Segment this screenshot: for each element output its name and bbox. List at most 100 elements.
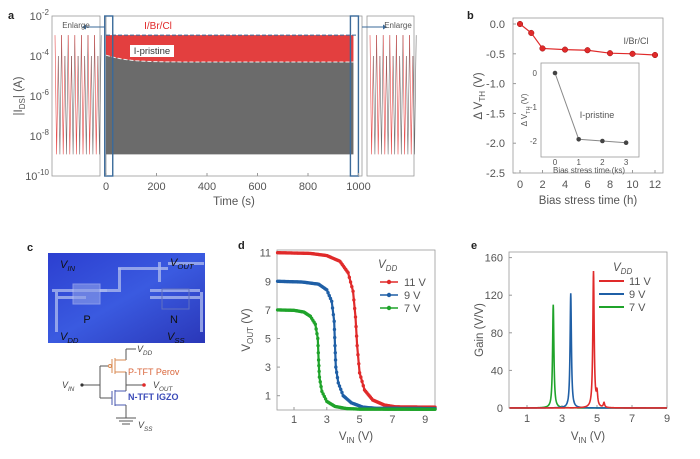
y-axis-label-main: Δ V [473,101,485,119]
oscillation-trace [402,35,407,155]
circuit-label-vdd-sub: DD [143,350,153,357]
plot-frame [508,251,668,409]
series-line-ibrcl [519,23,656,56]
inset-x-tick-label: 1 [576,158,581,167]
data-point [335,375,340,380]
oscillation-trace [74,35,79,155]
inset-y-axis-label-sub: TH [526,106,532,113]
data-point [317,363,321,368]
data-point [317,369,321,374]
metal-trace [118,268,121,292]
vin-terminal [80,383,84,387]
data-point [330,299,334,304]
oscillation-trace [87,35,92,155]
data-point [334,365,338,369]
y-tick-label: -0.5 [486,49,505,61]
oscillation-trace [376,35,381,155]
x-tick-label: 3 [559,413,565,425]
photo-label-vdd-main: V [60,331,69,343]
circuit-label-vdd-main: V [137,344,144,354]
y-axis-label-sub: OUT [246,327,255,344]
x-axis-label-tail: (V) [355,431,374,443]
photo-label-p: P [83,314,90,326]
oscillation-trace [389,35,394,155]
data-point [317,375,322,379]
oscillation-trace [369,35,374,155]
series-label-ibrcl: I/Br/Cl [623,36,648,46]
data-point [356,353,360,357]
data-point [316,343,320,348]
data-point [316,351,321,355]
data-point-ibrcl [584,47,591,54]
data-point [357,371,362,375]
oscillation-trace [54,35,59,155]
inset-x-axis-label: Bias stress time (ks) [553,166,625,175]
x-tick-label: 5 [594,413,600,425]
inset-x-tick-label: 0 [553,158,558,167]
photo-label-vss-main: V [167,331,176,343]
x-tick-label: 1000 [346,181,370,193]
x-axis-label-sub: IN [347,436,355,445]
y-tick-label: 10-10 [25,168,49,183]
data-point [352,306,357,311]
photo-label-vin-main: V [60,259,69,271]
y-tick-label: 10-8 [30,128,50,143]
p-tft-channel [72,283,101,305]
n-tft-channel [161,288,190,310]
x-tick-label: 4 [562,179,568,191]
y-tick-base: 10 [30,131,42,143]
panel-label-e: e [471,240,477,252]
y-tick-label: -1.5 [486,108,505,120]
y-axis-label-main: |I [13,109,25,115]
y-tick-exp: -10 [37,168,49,177]
x-tick-label: 7 [629,413,635,425]
y-tick-base: 10 [25,171,37,183]
circuit-label-vout-main: V [153,380,160,390]
inset-x-tick-label: 2 [600,158,605,167]
data-point [325,288,329,292]
oscillation-trace [382,35,387,155]
x-tick-label: 0 [103,181,109,193]
data-point [348,280,353,284]
photo-label-vin: VIN [60,259,75,273]
series-line-0 [509,271,668,409]
y-tick-label: 10-4 [30,48,50,63]
series-label-box [130,45,174,57]
metal-trace [150,289,200,292]
data-point-ibrcl [629,50,636,57]
y-tick-label: 9 [265,276,271,288]
oscillation-trace [77,35,82,155]
data-point [330,306,335,310]
x-tick-label: 400 [198,181,216,193]
data-point [336,381,340,385]
data-point [333,335,337,340]
oscillation-trace [67,35,72,155]
pristine-dashed-line [105,54,354,63]
data-point [360,379,364,384]
inset-data-point [623,140,629,145]
data-point [332,319,336,324]
x-tick-label: 0 [517,179,523,191]
inset-data-point [552,70,558,76]
y-tick-label: -2.5 [486,168,505,180]
data-point [316,336,320,341]
metal-trace [58,296,86,299]
oscillation-trace [396,35,400,155]
oscillation-trace [379,35,384,155]
y-tick-label: 1 [265,391,271,403]
legend-marker [386,292,392,298]
legend-label: 11 V [629,276,651,288]
oscillation-trace [81,35,85,155]
oscillation-trace [64,35,69,155]
circuit-label-vdd: VDD [137,344,153,357]
x-axis-label-tail: (V) [587,431,606,443]
circuit-label-vout: VOUT [153,380,173,393]
oscillation-trace [399,35,404,155]
y-tick-label: -2.0 [486,138,505,150]
y-axis-label: VOUT (V) [241,308,255,351]
inset-y-tick-label: -2 [530,137,538,146]
data-point [346,271,350,275]
panel-label-c: c [27,242,33,254]
data-point [316,358,321,362]
